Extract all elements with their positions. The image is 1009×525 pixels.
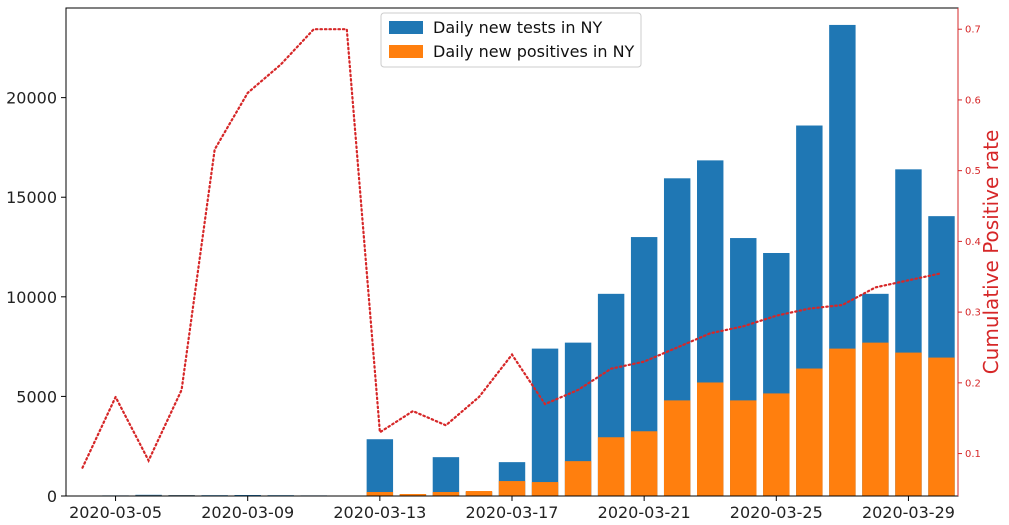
legend-box [380, 12, 642, 68]
positives-bar [862, 342, 889, 496]
left-tick-label: 0 [47, 487, 57, 506]
x-tick-label: 2020-03-13 [333, 503, 426, 522]
positives-bar [697, 382, 724, 496]
x-tick-label: 2020-03-09 [201, 503, 294, 522]
legend-swatch-positives [389, 45, 423, 58]
positives-bar [597, 437, 625, 496]
tests-bar [531, 348, 559, 496]
x-tick-label: 2020-03-21 [598, 503, 691, 522]
tests-bar [432, 457, 460, 496]
positives-bar [829, 348, 856, 496]
positives-bar [498, 481, 526, 496]
left-y-axis: 0 5000 10000 15000 20000 [6, 89, 66, 506]
left-tick-label: 5000 [16, 387, 57, 406]
right-tick-label: 0.5 [965, 166, 981, 177]
x-tick-label: 2020-03-05 [69, 503, 162, 522]
positives-bar [531, 482, 559, 496]
right-y-axis: 0.1 0.2 0.3 0.4 0.5 0.6 0.7 [958, 25, 981, 460]
positives-bar [366, 492, 394, 496]
positives-bar [730, 400, 757, 496]
right-y-axis-label: Cumulative Positive rate [979, 130, 1003, 375]
legend-label-tests: Daily new tests in NY [433, 18, 603, 37]
x-tick-label: 2020-03-25 [730, 503, 823, 522]
positives-bar [432, 492, 460, 496]
left-tick-label: 15000 [6, 188, 57, 207]
left-tick-label: 10000 [6, 288, 57, 307]
right-tick-label: 0.2 [965, 378, 981, 389]
x-tick-label: 2020-03-29 [862, 503, 955, 522]
positives-bar [630, 431, 658, 496]
positives-bar [399, 494, 427, 496]
tests-bar [366, 439, 394, 496]
plot-area [66, 8, 958, 496]
positives-bars [102, 342, 955, 496]
left-tick-label: 20000 [6, 89, 57, 108]
positive-rate-line [81, 28, 943, 469]
x-axis: 2020-03-05 2020-03-09 2020-03-13 2020-03-17… [69, 496, 955, 522]
x-tick-label: 2020-03-17 [466, 503, 559, 522]
legend-swatch-tests [389, 21, 423, 34]
right-tick-label: 0.4 [965, 237, 981, 248]
right-tick-label: 0.7 [965, 25, 981, 36]
positives-bar [763, 393, 790, 496]
positives-bar [928, 357, 955, 496]
legend: Daily new tests in NY Daily new positive… [380, 12, 642, 68]
positives-bar [465, 491, 493, 496]
positives-bar [895, 352, 922, 496]
legend-label-positives: Daily new positives in NY [433, 42, 635, 61]
right-tick-label: 0.6 [965, 95, 981, 106]
right-tick-label: 0.3 [965, 308, 981, 319]
right-tick-label: 0.1 [965, 449, 981, 460]
positives-bar [796, 368, 823, 496]
positives-bar [663, 400, 691, 496]
positives-bar [564, 461, 592, 496]
